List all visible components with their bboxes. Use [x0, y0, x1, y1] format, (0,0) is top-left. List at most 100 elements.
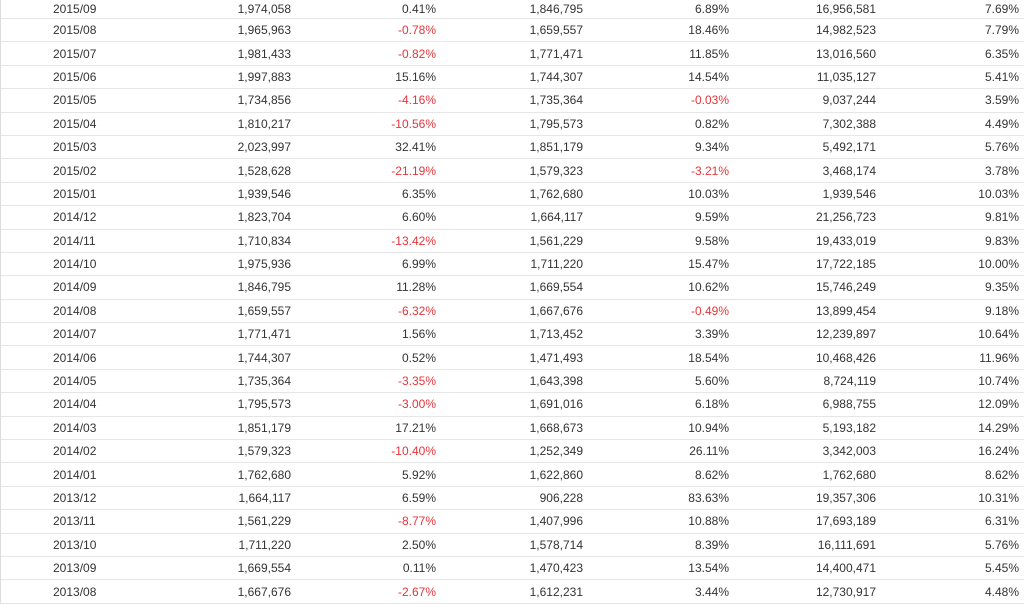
value-cell: 1,669,554: [237, 561, 291, 576]
value-cell: 9.35%: [984, 280, 1019, 295]
value-cell: 10.74%: [978, 374, 1019, 389]
value-cell: 1,846,795: [529, 2, 583, 16]
value-cell: 906,228: [539, 491, 583, 505]
table-row: 2014/11 1,710,834 -13.42% 1,561,229 9.58% 19,…: [1, 230, 1024, 253]
value-cell: 13,899,454: [815, 303, 876, 318]
value-cell: -3.00%: [397, 397, 436, 412]
value-cell: 1,974,058: [237, 2, 291, 16]
value-cell: 1,851,179: [237, 420, 291, 435]
value-cell: 5,492,171: [822, 140, 876, 155]
table-row: 2015/07 1,981,433 -0.82% 1,771,471 11.85% 13,…: [1, 42, 1024, 66]
period-cell: 2014/01: [53, 467, 97, 482]
value-cell: 9,037,244: [822, 93, 876, 108]
value-cell: 1,643,398: [529, 374, 583, 389]
period-cell: 2015/04: [53, 116, 97, 131]
value-cell: 3.59%: [984, 93, 1019, 108]
value-cell: 10.62%: [688, 280, 729, 295]
value-cell: -6.32%: [397, 303, 436, 318]
value-cell: 7.79%: [984, 23, 1019, 38]
value-cell: 15,746,249: [815, 280, 876, 295]
value-cell: 11.96%: [979, 350, 1019, 365]
value-cell: 10.88%: [688, 514, 729, 529]
value-cell: 1,762,680: [529, 186, 583, 201]
table-row: 2015/04 1,810,217 -10.56% 1,795,573 0.82% 7,3…: [1, 113, 1024, 136]
value-cell: 8.39%: [694, 537, 729, 552]
value-cell: 18.46%: [688, 23, 729, 38]
value-cell: 7,302,388: [822, 116, 876, 131]
value-cell: 4.48%: [984, 584, 1019, 599]
period-cell: 2015/06: [53, 69, 97, 84]
period-cell: 2014/10: [53, 257, 97, 272]
period-cell: 2014/11: [53, 233, 96, 248]
period-cell: 2013/09: [53, 561, 97, 576]
value-cell: 1,407,996: [529, 514, 583, 529]
value-cell: 1,667,676: [237, 584, 291, 599]
value-cell: 6.35%: [401, 186, 436, 201]
value-cell: 1,659,557: [237, 303, 291, 318]
table-row: 2014/06 1,744,307 0.52% 1,471,493 18.54% 10,4…: [1, 346, 1024, 370]
value-cell: 1,667,676: [529, 303, 583, 318]
value-cell: 1,691,016: [529, 397, 583, 412]
value-cell: 32.41%: [395, 140, 436, 155]
table-row: 2014/07 1,771,471 1.56% 1,713,452 3.39% 12,23…: [1, 323, 1024, 347]
value-cell: 1,744,307: [237, 350, 291, 365]
value-cell: -4.16%: [397, 93, 436, 108]
value-cell: 4.49%: [984, 116, 1019, 131]
table-row: 2013/09 1,669,554 0.11% 1,470,423 13.54% 14,4…: [1, 557, 1024, 581]
value-cell: 1,795,573: [237, 397, 291, 412]
value-cell: 16,111,691: [817, 537, 876, 552]
value-cell: 1,734,856: [237, 93, 291, 108]
value-cell: 26.11%: [689, 444, 729, 459]
value-cell: 1,997,883: [237, 69, 291, 84]
period-cell: 2015/01: [53, 186, 97, 201]
value-cell: 8.62%: [984, 467, 1019, 482]
value-cell: 6.31%: [984, 514, 1019, 529]
value-cell: 1,939,546: [237, 186, 291, 201]
value-cell: 5.60%: [694, 374, 729, 389]
value-cell: 1,659,557: [529, 23, 583, 38]
value-cell: 17.21%: [395, 420, 436, 435]
value-cell: 3.78%: [984, 163, 1019, 178]
value-cell: 1,981,433: [237, 46, 291, 61]
table-row: 2014/10 1,975,936 6.99% 1,711,220 15.47% 17,7…: [1, 253, 1024, 277]
value-cell: 9.34%: [694, 140, 729, 155]
value-cell: 6.89%: [694, 2, 729, 16]
value-cell: 1,735,364: [237, 374, 291, 389]
value-cell: 11,035,127: [816, 69, 876, 84]
value-cell: 5.92%: [401, 467, 436, 482]
period-cell: 2014/09: [53, 280, 97, 295]
table-row: 2015/01 1,939,546 6.35% 1,762,680 10.03% 1,93…: [1, 183, 1024, 207]
value-cell: 1,846,795: [237, 280, 291, 295]
value-cell: 10,468,426: [815, 350, 876, 365]
value-cell: 8,724,119: [823, 374, 877, 389]
value-cell: 1,528,628: [237, 163, 291, 178]
value-cell: 8.62%: [694, 467, 729, 482]
period-cell: 2015/08: [53, 23, 97, 38]
value-cell: 10.31%: [978, 491, 1019, 505]
value-cell: 9.59%: [694, 210, 729, 225]
value-cell: 10.03%: [688, 186, 729, 201]
value-cell: 10.00%: [978, 257, 1019, 272]
value-cell: 1,578,714: [529, 537, 583, 552]
value-cell: 1,965,963: [237, 23, 291, 38]
table-row: 2013/10 1,711,220 2.50% 1,578,714 8.39% 16,11…: [1, 534, 1024, 557]
table-row: 2014/01 1,762,680 5.92% 1,622,860 8.62% 1,762…: [1, 463, 1024, 487]
value-cell: 1,744,307: [529, 69, 583, 84]
value-cell: 5.76%: [984, 537, 1019, 552]
value-cell: 1,668,673: [529, 420, 583, 435]
period-cell: 2015/05: [53, 93, 97, 108]
value-cell: -8.77%: [397, 514, 436, 529]
period-cell: 2013/10: [53, 537, 97, 552]
period-cell: 2014/04: [53, 397, 97, 412]
value-cell: 1,939,546: [822, 186, 876, 201]
value-cell: 3,342,003: [822, 444, 876, 459]
value-cell: 14.54%: [688, 69, 729, 84]
value-cell: 14,400,471: [815, 561, 876, 576]
value-cell: 1,795,573: [529, 116, 583, 131]
value-cell: 1,622,860: [529, 467, 583, 482]
value-cell: 0.41%: [401, 2, 436, 16]
period-cell: 2014/05: [53, 374, 97, 389]
value-cell: -0.82%: [397, 46, 436, 61]
value-cell: 1,710,834: [237, 233, 291, 248]
table-row: 2015/06 1,997,883 15.16% 1,744,307 14.54% 11,…: [1, 66, 1024, 90]
